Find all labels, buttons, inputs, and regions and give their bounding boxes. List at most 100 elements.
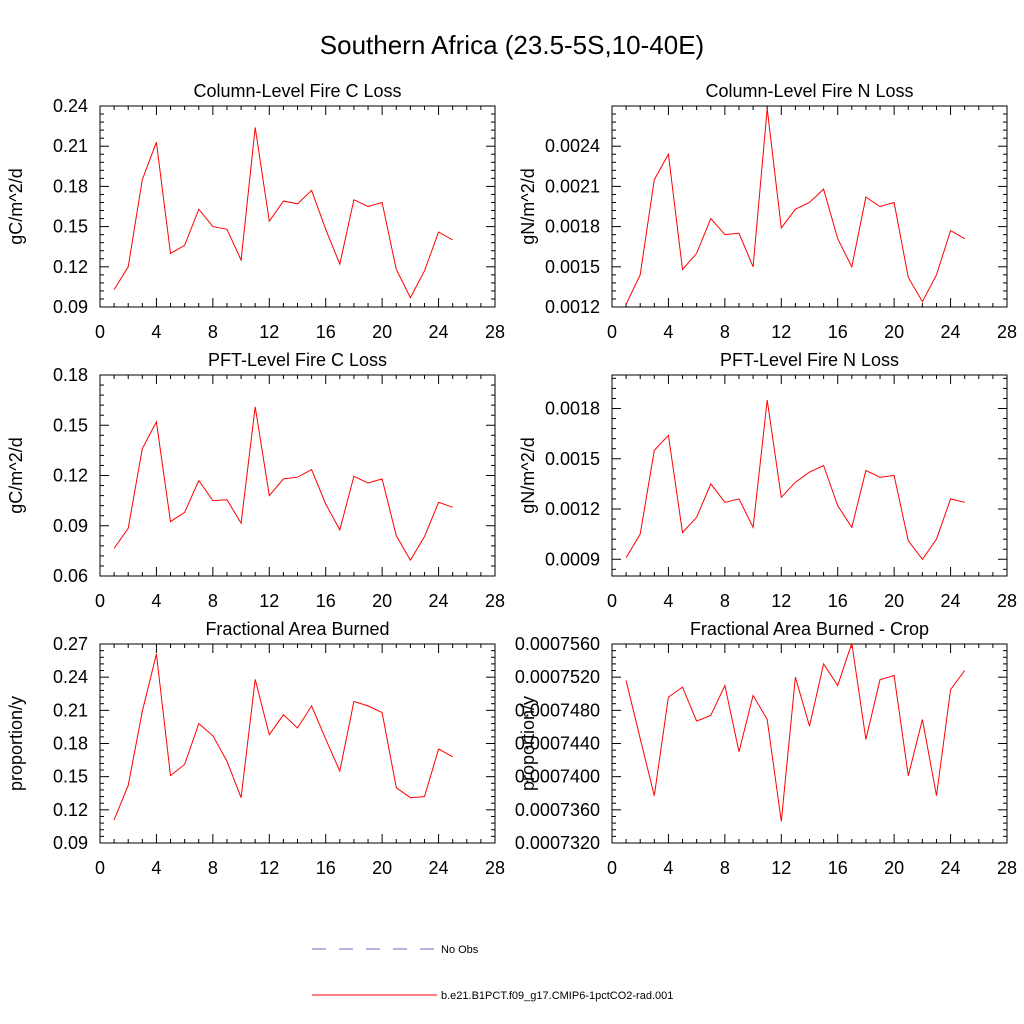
chart-pft-fire-c-loss: PFT-Level Fire C Loss gC/m^2/d 0 4 8 12 16 20 24… bbox=[6, 350, 505, 611]
y-tick-label: 0.12 bbox=[53, 800, 88, 820]
chart-col-fire-c-loss: Column-Level Fire C Loss gC/m^2/d 0 4 8 12 16 2… bbox=[6, 81, 505, 342]
x-tick-label: 12 bbox=[771, 322, 791, 342]
y-tick-label: 0.0015 bbox=[545, 257, 600, 277]
plot-frame bbox=[99, 643, 496, 844]
y-tick-label: 0.24 bbox=[53, 96, 88, 116]
y-axis-label: gN/m^2/d bbox=[518, 437, 538, 513]
x-tick-label: 24 bbox=[429, 591, 449, 611]
x-tick-label: 0 bbox=[95, 322, 105, 342]
x-tick-label: 12 bbox=[771, 858, 791, 878]
x-tick-label: 28 bbox=[997, 858, 1017, 878]
y-tick-label: 0.12 bbox=[53, 257, 88, 277]
figure-title: Southern Africa (23.5-5S,10-40E) bbox=[319, 30, 705, 60]
x-tick-label: 12 bbox=[259, 591, 279, 611]
x-tick-label: 20 bbox=[372, 591, 392, 611]
x-tick-label: 8 bbox=[720, 591, 730, 611]
x-tick-label: 16 bbox=[316, 858, 336, 878]
y-tick-label: 0.0009 bbox=[545, 549, 600, 569]
x-tick-label: 8 bbox=[720, 322, 730, 342]
x-tick-label: 0 bbox=[95, 591, 105, 611]
y-tick-label: 0.0007560 bbox=[515, 634, 600, 654]
x-tick-label: 4 bbox=[151, 322, 161, 342]
plot-frame bbox=[611, 105, 1008, 308]
x-tick-label: 0 bbox=[95, 858, 105, 878]
legend: No Obs b.e21.B1PCT.f09_g17.CMIP6-1pctCO2… bbox=[312, 944, 673, 1002]
y-tick-label: 0.0007440 bbox=[515, 734, 600, 754]
x-tick-label: 4 bbox=[663, 591, 673, 611]
panel-title: Column-Level Fire C Loss bbox=[193, 81, 401, 101]
y-tick-label: 0.0015 bbox=[545, 449, 600, 469]
x-tick-label: 20 bbox=[372, 858, 392, 878]
x-tick-label: 12 bbox=[259, 858, 279, 878]
panel-title: PFT-Level Fire C Loss bbox=[208, 350, 387, 370]
y-tick-label: 0.0012 bbox=[545, 297, 600, 317]
y-tick-label: 0.0007520 bbox=[515, 667, 600, 687]
legend-obs-label: No Obs bbox=[441, 944, 479, 956]
x-tick-label: 4 bbox=[151, 858, 161, 878]
y-axis-label: gC/m^2/d bbox=[6, 437, 26, 513]
x-tick-label: 16 bbox=[316, 322, 336, 342]
y-tick-label: 0.21 bbox=[53, 136, 88, 156]
x-tick-label: 28 bbox=[485, 322, 505, 342]
x-tick-label: 24 bbox=[941, 858, 961, 878]
x-tick-label: 4 bbox=[151, 591, 161, 611]
x-tick-label: 20 bbox=[884, 858, 904, 878]
plot-frame bbox=[611, 643, 1008, 844]
x-tick-label: 16 bbox=[828, 858, 848, 878]
y-tick-label: 0.09 bbox=[53, 297, 88, 317]
y-tick-label: 0.27 bbox=[53, 634, 88, 654]
y-tick-label: 0.18 bbox=[53, 176, 88, 196]
chart-frac-area-burned-crop: Fractional Area Burned - Crop proportion/… bbox=[515, 619, 1017, 878]
y-tick-label: 0.06 bbox=[53, 566, 88, 586]
chart-panels: Column-Level Fire C Loss gC/m^2/d 0 4 8 12 16 2… bbox=[6, 81, 1017, 878]
series-line bbox=[113, 406, 453, 562]
legend-model-label: b.e21.B1PCT.f09_g17.CMIP6-1pctCO2-rad.00… bbox=[441, 990, 673, 1002]
series-line bbox=[625, 108, 965, 305]
x-tick-label: 20 bbox=[884, 322, 904, 342]
x-tick-label: 24 bbox=[941, 322, 961, 342]
x-tick-label: 28 bbox=[485, 858, 505, 878]
x-tick-label: 20 bbox=[372, 322, 392, 342]
x-tick-label: 16 bbox=[828, 591, 848, 611]
panel-title: PFT-Level Fire N Loss bbox=[720, 350, 899, 370]
y-tick-label: 0.15 bbox=[53, 767, 88, 787]
x-tick-label: 0 bbox=[607, 591, 617, 611]
plot-frame bbox=[99, 105, 496, 308]
y-tick-label: 0.09 bbox=[53, 833, 88, 853]
chart-frac-area-burned: Fractional Area Burned proportion/y 0 4 8 12 1… bbox=[6, 619, 505, 878]
y-tick-label: 0.21 bbox=[53, 700, 88, 720]
x-tick-label: 0 bbox=[607, 858, 617, 878]
y-tick-label: 0.0018 bbox=[545, 217, 600, 237]
x-tick-label: 24 bbox=[941, 591, 961, 611]
y-tick-label: 0.0021 bbox=[545, 176, 600, 196]
y-tick-label: 0.24 bbox=[53, 667, 88, 687]
chart-col-fire-n-loss: Column-Level Fire N Loss gN/m^2/d 0 4 8 12 16 2… bbox=[518, 81, 1017, 342]
y-tick-label: 0.0024 bbox=[545, 136, 600, 156]
x-tick-label: 8 bbox=[208, 858, 218, 878]
x-tick-label: 16 bbox=[316, 591, 336, 611]
y-tick-label: 0.18 bbox=[53, 734, 88, 754]
x-tick-label: 28 bbox=[485, 591, 505, 611]
series-line bbox=[625, 643, 966, 822]
y-tick-label: 0.0007320 bbox=[515, 833, 600, 853]
x-tick-label: 12 bbox=[259, 322, 279, 342]
panel-title: Fractional Area Burned - Crop bbox=[690, 619, 929, 639]
x-tick-label: 4 bbox=[663, 322, 673, 342]
chart-pft-fire-n-loss: PFT-Level Fire N Loss gN/m^2/d 0 4 8 12 16 20 24… bbox=[518, 350, 1017, 611]
x-tick-label: 8 bbox=[720, 858, 730, 878]
y-tick-label: 0.18 bbox=[53, 365, 88, 385]
x-tick-label: 12 bbox=[771, 591, 791, 611]
x-tick-label: 20 bbox=[884, 591, 904, 611]
x-tick-label: 8 bbox=[208, 322, 218, 342]
x-tick-label: 8 bbox=[208, 591, 218, 611]
y-tick-label: 0.0012 bbox=[545, 499, 600, 519]
y-tick-label: 0.0007480 bbox=[515, 700, 600, 720]
panel-title: Fractional Area Burned bbox=[205, 619, 389, 639]
series-line bbox=[113, 653, 453, 820]
x-tick-label: 28 bbox=[997, 591, 1017, 611]
y-axis-label: proportion/y bbox=[518, 696, 538, 791]
y-tick-label: 0.0007400 bbox=[515, 767, 600, 787]
plot-frame bbox=[611, 374, 1008, 577]
panel-title: Column-Level Fire N Loss bbox=[705, 81, 913, 101]
